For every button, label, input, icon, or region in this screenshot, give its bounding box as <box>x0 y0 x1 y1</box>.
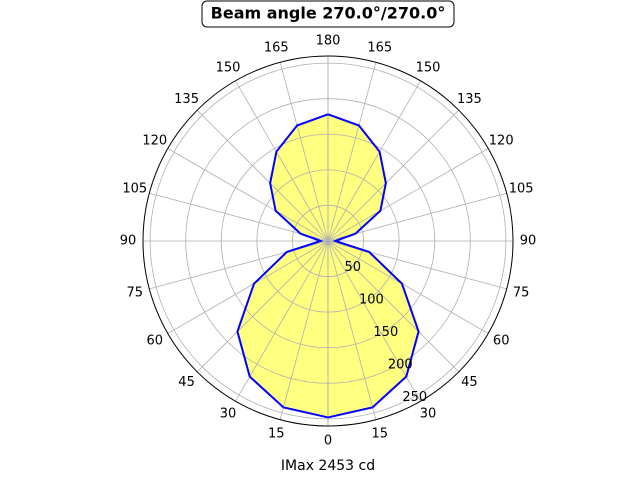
theta-tick-label: 90 <box>520 234 537 249</box>
theta-tick-label: 180 <box>316 34 341 49</box>
x-axis-label: IMax 2453 cd <box>281 458 375 474</box>
theta-tick-label: 150 <box>216 60 241 75</box>
theta-tick-label: 105 <box>122 182 147 197</box>
grid-spoke <box>235 240 329 402</box>
theta-tick-label: 15 <box>371 427 388 442</box>
theta-tick-label: 135 <box>174 92 199 107</box>
area <box>237 114 328 418</box>
grid-spoke <box>327 148 489 242</box>
grid-spoke <box>167 240 329 334</box>
theta-tick-label: 165 <box>264 40 289 55</box>
grid-spoke <box>327 240 421 402</box>
grid-spoke <box>196 109 329 242</box>
grid-spoke <box>327 62 377 242</box>
grid-spoke <box>235 80 329 242</box>
grid-spoke <box>327 109 460 242</box>
grid-spoke <box>279 240 329 420</box>
theta-tick-label: 30 <box>220 407 237 422</box>
frame <box>142 55 514 427</box>
area <box>328 114 419 418</box>
grid-spoke <box>327 240 489 334</box>
theta-tick-label: 135 <box>457 92 482 107</box>
theta-tick-label: 75 <box>127 285 144 300</box>
grid-spoke <box>327 240 460 373</box>
theta-tick-label: 105 <box>509 182 534 197</box>
grid-spoke <box>196 240 329 373</box>
theta-tick-label: 120 <box>489 134 514 149</box>
theta-tick-label: 45 <box>178 375 195 390</box>
grid-spoke <box>149 192 329 242</box>
theta-tick-label: 165 <box>367 40 392 55</box>
r-tick-label: 200 <box>388 358 413 373</box>
r-tick-label: 250 <box>402 390 427 405</box>
grid-spoke <box>327 192 507 242</box>
grid-spoke <box>279 62 329 242</box>
grid-spoke <box>327 240 377 420</box>
theta-tick-label: 45 <box>461 375 478 390</box>
theta-tick-label: 60 <box>493 334 510 349</box>
r-tick-label: 100 <box>359 293 384 308</box>
theta-tick-label: 75 <box>513 285 530 300</box>
r-tick-label: 150 <box>373 325 398 340</box>
grid-spoke <box>327 80 421 242</box>
curve <box>236 113 329 419</box>
theta-tick-label: 0 <box>324 434 332 449</box>
theta-tick-label: 60 <box>147 334 164 349</box>
theta-tick-label: 150 <box>416 60 441 75</box>
theta-tick-label: 15 <box>268 427 285 442</box>
theta-tick-label: 30 <box>420 407 437 422</box>
theta-tick-label: 120 <box>142 134 167 149</box>
r-tick-label: 50 <box>344 260 361 275</box>
grid-spoke <box>167 148 329 242</box>
theta-tick-label: 90 <box>120 234 137 249</box>
chart-title: Beam angle 270.0°/270.0° <box>211 4 446 23</box>
curve <box>327 113 420 419</box>
title-box <box>201 0 455 28</box>
